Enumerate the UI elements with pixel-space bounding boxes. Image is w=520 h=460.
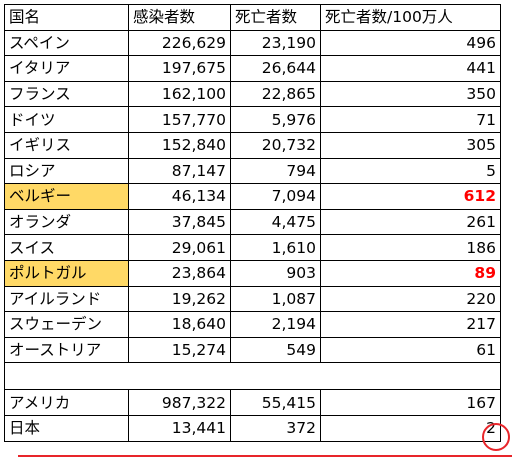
- header-row: 国名 感染者数 死亡者数 死亡者数/100万人: [4, 4, 501, 31]
- cases-cell: 46,134: [128, 183, 231, 210]
- cases-cell: 19,262: [128, 285, 231, 313]
- country-cell: ベルギー: [4, 183, 129, 210]
- country-cell: オーストリア: [4, 336, 129, 364]
- deaths-cell: 20,732: [230, 131, 321, 159]
- deaths-cell: 5,976: [230, 106, 321, 133]
- table-row: オランダ 37,845 4,475 261: [4, 208, 501, 236]
- deaths-cell: 372: [230, 414, 321, 442]
- deaths-per-million-cell: 350: [320, 80, 501, 108]
- country-cell: オランダ: [4, 208, 129, 236]
- deaths-per-million-cell: 2: [320, 414, 501, 442]
- country-cell: 日本: [4, 414, 129, 442]
- deaths-cell: 1,610: [230, 234, 321, 261]
- deaths-cell: 549: [230, 336, 321, 364]
- deaths-per-million-cell: 217: [320, 311, 501, 338]
- deaths-per-million-cell: 61: [320, 336, 501, 364]
- table-row: 日本 13,441 372 2: [4, 414, 501, 442]
- deaths-cell: 1,087: [230, 285, 321, 313]
- table-row: フランス 162,100 22,865 350: [4, 80, 501, 108]
- country-cell: フランス: [4, 80, 129, 108]
- blank-cell: [128, 362, 231, 391]
- cases-cell: 18,640: [128, 311, 231, 338]
- country-cell: ドイツ: [4, 106, 129, 133]
- header-country: 国名: [4, 4, 129, 31]
- table-row: ドイツ 157,770 5,976 71: [4, 106, 501, 133]
- deaths-cell: 794: [230, 157, 321, 185]
- header-deaths: 死亡者数: [230, 4, 321, 31]
- cases-cell: 152,840: [128, 131, 231, 159]
- country-cell: アメリカ: [4, 389, 129, 416]
- blank-cell: [4, 362, 129, 391]
- deaths-cell: 2,194: [230, 311, 321, 338]
- table-row: スイス 29,061 1,610 186: [4, 234, 501, 261]
- cases-cell: 157,770: [128, 106, 231, 133]
- underline-annotation: [18, 455, 512, 457]
- deaths-cell: 903: [230, 259, 321, 287]
- cases-cell: 23,864: [128, 259, 231, 287]
- deaths-per-million-cell: 220: [320, 285, 501, 313]
- deaths-cell: 55,415: [230, 389, 321, 416]
- cases-cell: 37,845: [128, 208, 231, 236]
- deaths-per-million-cell: 612: [320, 183, 501, 210]
- table-row: スウェーデン 18,640 2,194 217: [4, 311, 501, 338]
- deaths-per-million-cell: 5: [320, 157, 501, 185]
- country-cell: スウェーデン: [4, 311, 129, 338]
- deaths-per-million-cell: 261: [320, 208, 501, 236]
- cases-cell: 987,322: [128, 389, 231, 416]
- cases-cell: 87,147: [128, 157, 231, 185]
- country-cell: スペイン: [4, 29, 129, 57]
- table-row: オーストリア 15,274 549 61: [4, 336, 501, 364]
- table-row: アイルランド 19,262 1,087 220: [4, 285, 501, 313]
- blank-cell: [230, 362, 321, 391]
- cases-cell: 29,061: [128, 234, 231, 261]
- table-extra-body: アメリカ 987,322 55,415 167 日本 13,441 372 2: [4, 362, 501, 442]
- deaths-per-million-cell: 71: [320, 106, 501, 133]
- cases-cell: 15,274: [128, 336, 231, 364]
- deaths-cell: 22,865: [230, 80, 321, 108]
- header-cases: 感染者数: [128, 4, 231, 31]
- deaths-per-million-cell: 305: [320, 131, 501, 159]
- cases-cell: 226,629: [128, 29, 231, 57]
- deaths-per-million-cell: 441: [320, 55, 501, 82]
- deaths-per-million-cell: 186: [320, 234, 501, 261]
- table-body: スペイン 226,629 23,190 496 イタリア 197,675 26,644 441…: [4, 29, 501, 364]
- deaths-cell: 7,094: [230, 183, 321, 210]
- table-row: ポルトガル 23,864 903 89: [4, 259, 501, 287]
- cases-cell: 13,441: [128, 414, 231, 442]
- country-cell: アイルランド: [4, 285, 129, 313]
- table-row: アメリカ 987,322 55,415 167: [4, 389, 501, 416]
- table-row: ロシア 87,147 794 5: [4, 157, 501, 185]
- blank-row: [4, 362, 501, 391]
- cases-cell: 197,675: [128, 55, 231, 82]
- table-row: イタリア 197,675 26,644 441: [4, 55, 501, 82]
- deaths-per-million-cell: 89: [320, 259, 501, 287]
- table-row: ベルギー 46,134 7,094 612: [4, 183, 501, 210]
- deaths-cell: 26,644: [230, 55, 321, 82]
- table-row: スペイン 226,629 23,190 496: [4, 29, 501, 57]
- blank-cell: [320, 362, 501, 391]
- header-deaths-per-million: 死亡者数/100万人: [320, 4, 501, 31]
- country-cell: スイス: [4, 234, 129, 261]
- table-row: イギリス 152,840 20,732 305: [4, 131, 501, 159]
- deaths-per-million-cell: 167: [320, 389, 501, 416]
- cases-cell: 162,100: [128, 80, 231, 108]
- deaths-per-million-cell: 496: [320, 29, 501, 57]
- covid-stats-table: 国名 感染者数 死亡者数 死亡者数/100万人 スペイン 226,629 23,19…: [4, 4, 501, 442]
- deaths-cell: 4,475: [230, 208, 321, 236]
- country-cell: イギリス: [4, 131, 129, 159]
- deaths-cell: 23,190: [230, 29, 321, 57]
- country-cell: ポルトガル: [4, 259, 129, 287]
- country-cell: イタリア: [4, 55, 129, 82]
- country-cell: ロシア: [4, 157, 129, 185]
